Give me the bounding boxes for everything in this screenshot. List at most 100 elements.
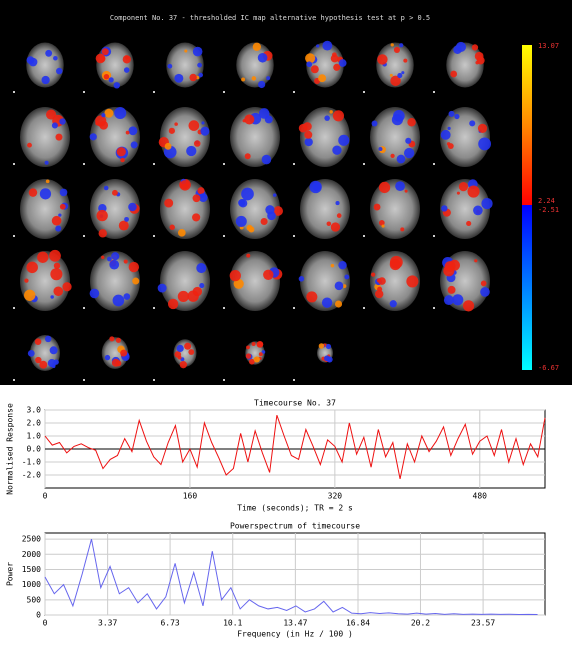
- slice-marker: [433, 235, 435, 237]
- activation-blob: [116, 147, 126, 157]
- activation-blob: [393, 46, 401, 53]
- activation-blob: [342, 284, 347, 288]
- y-tick-label: 3.0: [27, 406, 42, 415]
- activation-blob: [378, 147, 383, 152]
- activation-blob: [101, 255, 105, 260]
- activation-blob: [53, 262, 61, 269]
- activation-blob: [253, 356, 260, 363]
- slice-marker: [363, 235, 365, 237]
- activation-blob: [229, 270, 241, 282]
- activation-blob: [99, 55, 106, 62]
- activation-blob: [321, 297, 333, 308]
- activation-blob: [399, 43, 404, 48]
- x-tick-label: 10.1: [223, 619, 242, 628]
- activation-blob: [118, 220, 129, 231]
- activation-blob: [49, 346, 58, 355]
- activation-blob: [304, 130, 313, 139]
- activation-blob: [111, 358, 120, 367]
- activation-blob: [157, 283, 167, 293]
- activation-blob: [198, 72, 204, 78]
- activation-blob: [324, 115, 330, 121]
- activation-blob: [196, 262, 207, 274]
- activation-blob: [111, 252, 120, 261]
- colorbar-positive: [522, 45, 532, 205]
- activation-blob: [115, 337, 122, 343]
- activation-blob: [106, 256, 112, 262]
- activation-blob: [41, 75, 50, 85]
- x-tick-label: 20.2: [411, 619, 430, 628]
- activation-blob: [306, 61, 313, 68]
- activation-blob: [405, 137, 412, 144]
- activation-blob: [448, 110, 455, 117]
- activation-blob: [440, 129, 451, 140]
- slice-marker: [13, 379, 15, 381]
- activation-blob: [334, 300, 343, 308]
- montage-title: Component No. 37 - thresholded IC map al…: [110, 14, 430, 22]
- y-axis-label: Power: [6, 562, 15, 586]
- activation-blob: [130, 141, 138, 149]
- activation-blob: [391, 114, 403, 126]
- activation-blob: [53, 55, 58, 61]
- activation-blob: [467, 185, 480, 198]
- activation-blob: [96, 209, 108, 222]
- slice-marker: [293, 307, 295, 309]
- slice-marker: [13, 163, 15, 165]
- colorbar-label: 13.07: [538, 42, 559, 50]
- montage-background: [0, 0, 572, 385]
- activation-blob: [55, 133, 63, 141]
- activation-blob: [252, 42, 262, 51]
- activation-blob: [469, 120, 476, 127]
- activation-blob: [132, 277, 140, 285]
- activation-blob: [120, 349, 128, 357]
- activation-blob: [260, 217, 268, 225]
- activation-blob: [197, 62, 202, 68]
- activation-blob: [266, 76, 271, 81]
- x-axis-label: Frequency (in Hz / 100 ): [237, 630, 353, 639]
- activation-blob: [396, 154, 406, 164]
- activation-blob: [258, 108, 270, 119]
- activation-blob: [397, 73, 403, 79]
- activation-blob: [123, 67, 130, 73]
- slice-marker: [433, 91, 435, 93]
- activation-blob: [298, 276, 305, 282]
- y-axis-label: Normalised Response: [6, 403, 15, 495]
- activation-blob: [167, 298, 179, 310]
- activation-blob: [318, 74, 327, 83]
- activation-blob: [101, 48, 109, 56]
- activation-blob: [174, 73, 184, 83]
- slice-marker: [83, 307, 85, 309]
- brain-slice: [20, 107, 70, 167]
- activation-blob: [193, 140, 201, 147]
- activation-blob: [53, 286, 64, 297]
- activation-blob: [124, 216, 129, 222]
- activation-blob: [403, 58, 408, 63]
- activation-blob: [400, 227, 405, 232]
- activation-blob: [51, 122, 58, 129]
- activation-blob: [443, 265, 455, 277]
- activation-blob: [248, 358, 255, 365]
- activation-blob: [180, 357, 185, 362]
- slice-marker: [223, 163, 225, 165]
- slice-marker: [83, 163, 85, 165]
- activation-blob: [167, 63, 173, 69]
- slice-marker: [293, 235, 295, 237]
- activation-blob: [389, 300, 397, 308]
- activation-blob: [109, 259, 120, 270]
- activation-blob: [39, 360, 48, 369]
- activation-blob: [326, 221, 332, 227]
- activation-blob: [177, 290, 189, 303]
- y-tick-label: -2.0: [22, 471, 41, 480]
- activation-blob: [104, 354, 111, 361]
- activation-blob: [109, 336, 115, 342]
- activation-blob: [344, 274, 350, 280]
- activation-blob: [251, 76, 257, 81]
- activation-blob: [184, 49, 188, 53]
- activation-blob: [336, 213, 342, 218]
- activation-blob: [375, 289, 384, 299]
- x-axis-label: Time (seconds); TR = 2 s: [237, 504, 353, 513]
- activation-blob: [24, 289, 36, 301]
- activation-blob: [89, 288, 100, 299]
- activation-blob: [178, 228, 186, 237]
